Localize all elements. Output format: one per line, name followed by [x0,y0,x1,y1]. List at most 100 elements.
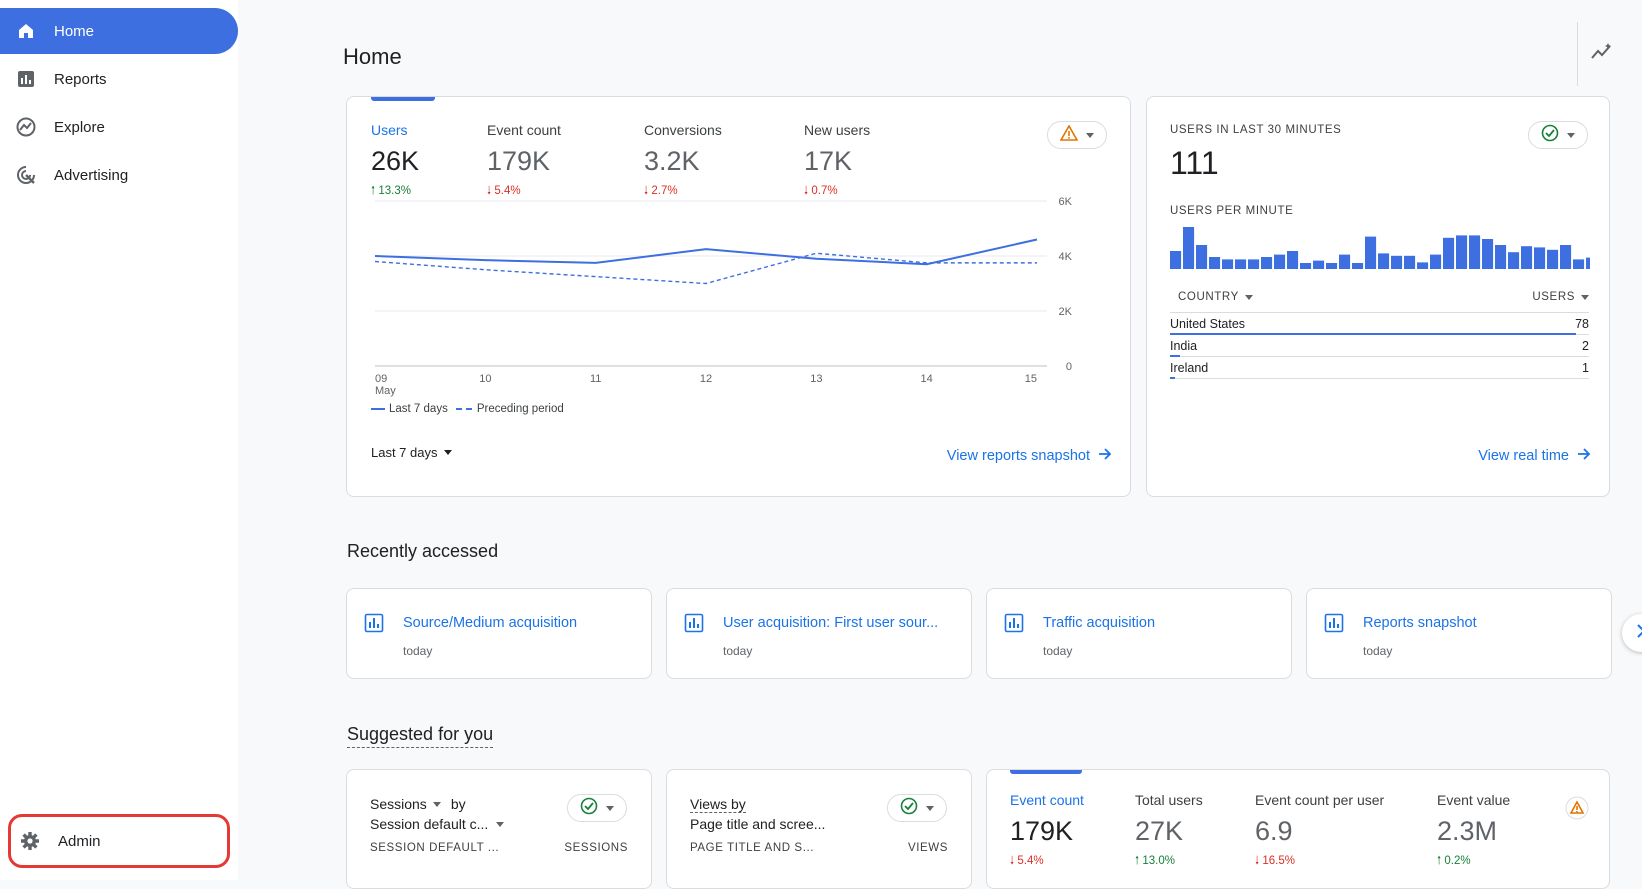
recent-item-card[interactable]: Reports snapshot today [1306,588,1612,679]
nav-label: Reports [54,71,107,88]
per-minute-bar [1287,251,1298,269]
metric-event-count[interactable]: Event count 179K 🠓 5.4% [487,122,561,202]
realtime-status-dropdown[interactable] [1528,121,1588,149]
arrow-right-icon [1098,447,1112,465]
metric-event-count-per-user[interactable]: Event count per user 6.9 🠓 16.5% [1255,792,1384,872]
metric-users[interactable]: Users 26K 🠑 13.3% [371,122,419,202]
caret-down-icon [496,822,504,827]
sessions-status-dropdown[interactable] [567,794,627,822]
views-status-dropdown[interactable] [887,794,947,822]
country-column-header[interactable]: COUNTRY [1178,291,1253,303]
gear-icon [18,829,42,853]
caret-down-icon [1245,295,1253,300]
per-minute-bar [1534,247,1545,269]
per-minute-bar [1339,255,1350,269]
chart-legend: Last 7 days Preceding period [371,403,564,415]
metric-value: 179K [1010,816,1084,847]
country-share-bar [1170,377,1175,379]
metric-label: Event count [487,122,561,138]
series-line-current [375,240,1037,265]
metric-event-value[interactable]: Event value 2.3M 🠑 0.2% [1437,792,1510,872]
nav-item-reports[interactable]: Reports [0,56,238,102]
recent-item-card[interactable]: User acquisition: First user sour... tod… [666,588,972,679]
column-header: VIEWS [908,842,948,854]
x-tick-label: 12 [700,373,712,385]
suggested-title: Suggested for you [347,724,493,748]
recent-item-title: User acquisition: First user sour... [723,615,953,631]
chevron-down-icon [926,806,934,811]
metric-value: 179K [487,146,561,177]
warning-icon [1060,125,1078,146]
per-minute-bar [1326,263,1337,269]
check-circle-icon [900,797,918,820]
link-label: View reports snapshot [947,448,1090,464]
nav-item-admin[interactable]: Admin [8,814,230,868]
realtime-card: USERS IN LAST 30 MINUTES 111 USERS PER M… [1146,96,1610,497]
users-column-header[interactable]: USERS [1532,291,1589,303]
per-minute-bar [1482,239,1493,269]
insights-trend-icon [1590,40,1614,69]
legend-previous-swatch [456,408,472,410]
metric-new-users[interactable]: New users 17K 🠓 0.7% [804,122,870,202]
chevron-down-icon [1567,133,1575,138]
page-title: Home [343,44,402,70]
x-tick-label: 10 [479,373,491,385]
date-range-selector[interactable]: Last 7 days [371,445,452,460]
per-minute-bar [1365,237,1376,269]
metric-value: 6.9 [1255,816,1384,847]
per-minute-bar [1170,251,1181,269]
metric-conversions[interactable]: Conversions 3.2K 🠓 2.7% [644,122,722,202]
per-minute-bar [1560,245,1571,269]
per-minute-bar [1469,235,1480,269]
nav-label: Explore [54,119,105,136]
legend-previous-label: Preceding period [477,403,564,415]
country-name: India [1170,339,1197,353]
recent-item-time: today [1043,644,1072,658]
per-minute-bar [1417,262,1428,269]
realtime-value: 111 [1170,145,1219,182]
per-minute-bar [1456,235,1467,269]
y-tick-label: 0 [1066,361,1072,373]
warning-icon[interactable] [1565,796,1589,825]
link-label: View real time [1478,448,1569,464]
per-minute-bar [1313,261,1324,269]
caret-down-icon [444,450,452,455]
recent-item-title: Traffic acquisition [1043,615,1273,631]
per-minute-bar [1274,255,1285,269]
series-line-previous [375,253,1037,283]
per-minute-bar [1391,256,1402,269]
insights-button[interactable] [1588,40,1616,68]
metric-event-count[interactable]: Event count 179K 🠓 5.4% [1010,792,1084,872]
sessions-dimension-selector[interactable]: Session default c... [370,816,504,832]
per-minute-bar [1300,263,1311,269]
metric-label: Event count [1010,792,1084,808]
metric-total-users[interactable]: Total users 27K 🠑 13.0% [1135,792,1203,872]
advertising-icon [14,163,38,187]
next-carousel-button[interactable] [1622,614,1642,652]
nav-item-explore[interactable]: Explore [0,104,238,150]
chevron-down-icon [1086,133,1094,138]
recent-item-card[interactable]: Source/Medium acquisition today [346,588,652,679]
per-minute-bar [1443,238,1454,269]
per-minute-bar [1495,245,1506,269]
recent-item-card[interactable]: Traffic acquisition today [986,588,1292,679]
column-header: SESSIONS [564,842,628,854]
per-minute-bar [1404,256,1415,269]
header-divider [1577,22,1578,86]
nav-item-home[interactable]: Home [0,8,238,54]
reports-icon [14,67,38,91]
report-chart-icon [1324,613,1344,638]
overview-card: Users 26K 🠑 13.3% Event count 179K 🠓 5.4… [346,96,1131,497]
data-quality-dropdown[interactable] [1047,121,1107,149]
metric-label: Users [371,122,419,138]
x-tick-label: 11 [590,373,601,385]
view-reports-snapshot-link[interactable]: View reports snapshot [947,447,1112,465]
view-real-time-link[interactable]: View real time [1478,447,1591,465]
nav-item-advertising[interactable]: Advertising [0,152,238,198]
